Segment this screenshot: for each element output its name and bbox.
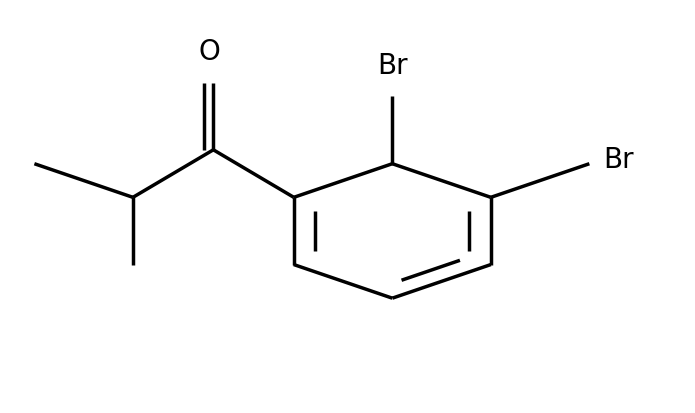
- Text: Br: Br: [377, 52, 408, 80]
- Text: O: O: [198, 38, 220, 66]
- Text: Br: Br: [603, 146, 634, 173]
